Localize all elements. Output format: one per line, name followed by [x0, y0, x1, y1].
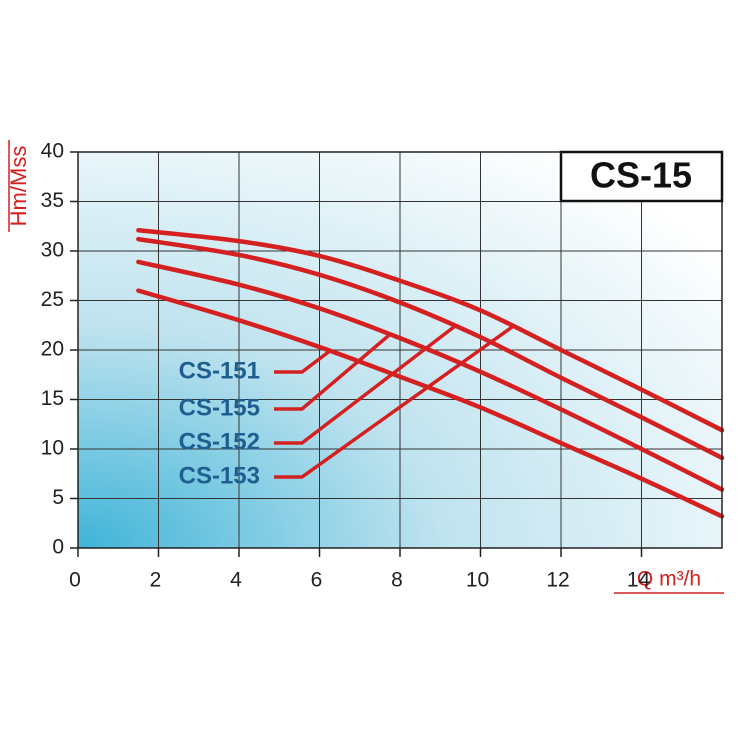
y-tick-label: 5 — [52, 486, 64, 509]
x-tick-label: 4 — [230, 569, 242, 592]
leader-line — [274, 324, 515, 479]
x-tick-label: 2 — [150, 569, 162, 592]
series-label: CS-152 — [179, 428, 260, 455]
x-axis-label: Q m³/h — [637, 568, 701, 591]
x-tick-label: 10 — [466, 569, 489, 592]
curve — [136, 236, 725, 461]
series-label: CS-155 — [179, 394, 260, 421]
y-axis-label: Hm/Mss — [6, 146, 31, 227]
y-tick-label: 10 — [41, 437, 64, 460]
leader-line — [274, 324, 457, 445]
leader-line — [274, 333, 392, 411]
curve — [136, 288, 725, 519]
title-box — [559, 150, 724, 203]
y-tick-label: 40 — [41, 140, 64, 163]
leader-line — [274, 349, 332, 374]
x-tick-label: 8 — [391, 569, 403, 592]
y-tick-label: 15 — [41, 387, 64, 410]
curve — [136, 227, 725, 433]
y-tick-label: 30 — [41, 239, 64, 262]
series-label: CS-151 — [179, 357, 260, 384]
x-tick-label: 6 — [311, 569, 323, 592]
x-tick-label: 12 — [546, 569, 569, 592]
chart-title: CS-15 — [590, 155, 692, 196]
y-tick-label: 35 — [41, 189, 64, 212]
y-tick-label: 20 — [41, 338, 64, 361]
y-tick-label: 0 — [52, 536, 64, 559]
x-tick-label: 0 — [69, 569, 81, 592]
y-tick-label: 25 — [41, 288, 64, 311]
x-tick-label: 14 — [627, 569, 651, 592]
series-label: CS-153 — [179, 462, 260, 489]
curve — [136, 259, 725, 492]
